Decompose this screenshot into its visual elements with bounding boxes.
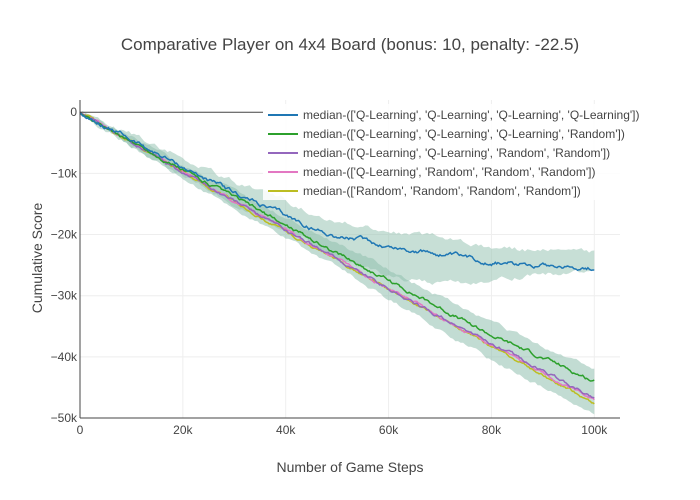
axes: 0 20k 40k 60k 80k 100k 0 −10k −20k −30k −40k −50k <box>51 100 620 437</box>
series-lines <box>79 111 595 405</box>
y-axis-title: Cumulative Score <box>29 203 45 314</box>
x-tick-label: 60k <box>379 423 399 437</box>
legend-background <box>263 104 698 200</box>
series-1-confidence-band <box>80 112 595 285</box>
legend-item-3[interactable]: median-(['Q-Learning', 'Q-Learning', 'Ra… <box>268 146 610 160</box>
legend-label: median-(['Q-Learning', 'Q-Learning', 'Q-… <box>303 127 625 141</box>
x-tick-label: 20k <box>173 423 193 437</box>
y-tick-label: −40k <box>51 350 78 364</box>
legend-item-5[interactable]: median-(['Random', 'Random', 'Random', '… <box>268 184 581 198</box>
legend-label: median-(['Random', 'Random', 'Random', '… <box>303 184 581 198</box>
legend-item-2[interactable]: median-(['Q-Learning', 'Q-Learning', 'Q-… <box>268 127 625 141</box>
chart-title: Comparative Player on 4x4 Board (bonus: … <box>121 35 579 54</box>
series-line-1 <box>79 111 595 272</box>
x-tick-label: 80k <box>482 423 502 437</box>
y-tick-label: −30k <box>51 289 78 303</box>
legend-item-4[interactable]: median-(['Q-Learning', 'Random', 'Random… <box>268 165 595 179</box>
x-axis-title: Number of Game Steps <box>276 459 423 475</box>
legend: median-(['Q-Learning', 'Q-Learning', 'Q-… <box>263 104 698 200</box>
legend-item-1[interactable]: median-(['Q-Learning', 'Q-Learning', 'Q-… <box>268 108 640 122</box>
legend-label: median-(['Q-Learning', 'Q-Learning', 'Ra… <box>303 146 610 160</box>
series-line-3 <box>79 111 595 399</box>
series-line-2 <box>79 111 595 382</box>
y-tick-label: −50k <box>51 411 78 425</box>
y-tick-label: −20k <box>51 228 78 242</box>
legend-label: median-(['Q-Learning', 'Random', 'Random… <box>303 165 595 179</box>
x-tick-label: 40k <box>276 423 296 437</box>
y-tick-label: 0 <box>70 105 77 119</box>
legend-label: median-(['Q-Learning', 'Q-Learning', 'Q-… <box>303 108 640 122</box>
x-tick-label: 0 <box>77 423 84 437</box>
y-tick-label: −10k <box>51 166 78 180</box>
x-tick-label: 100k <box>581 423 608 437</box>
